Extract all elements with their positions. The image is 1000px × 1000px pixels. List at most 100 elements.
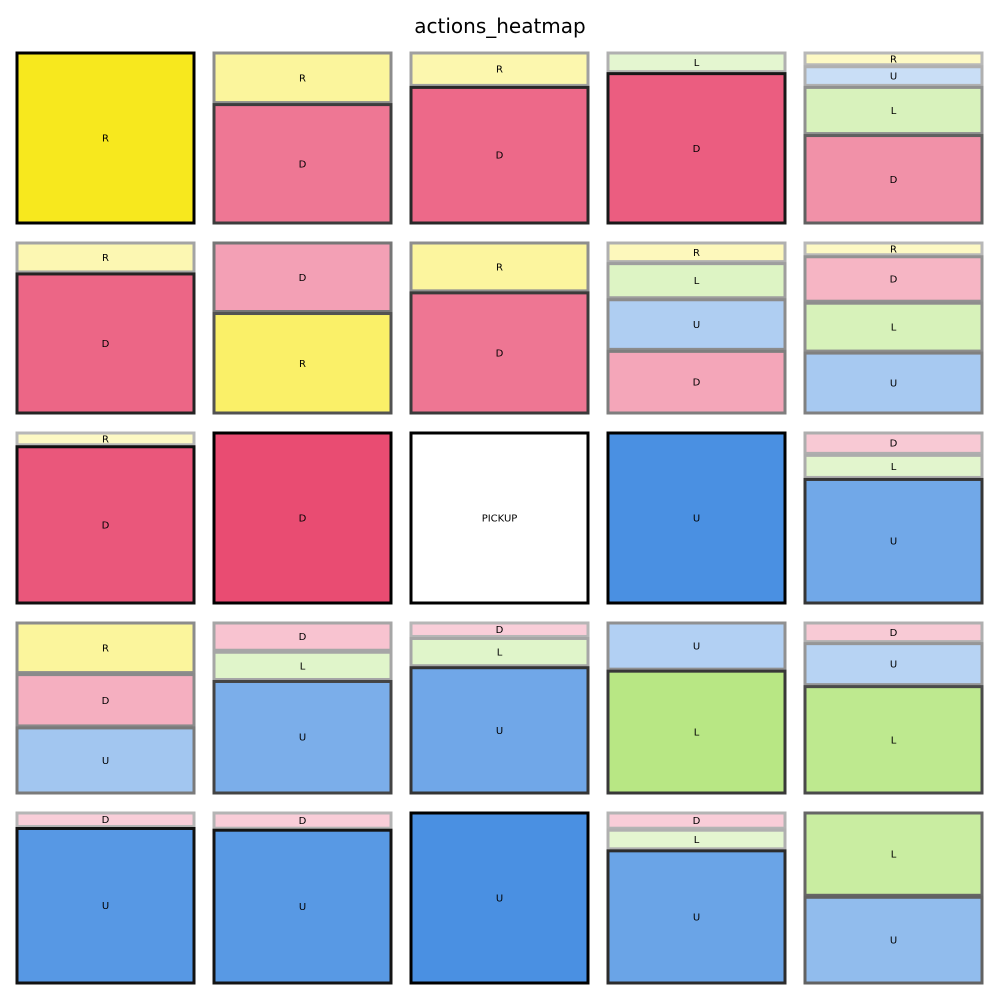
heatmap-segment	[15, 726, 196, 795]
segment-label: L	[891, 106, 897, 117]
heatmap-segment	[803, 453, 984, 479]
segment-label: D	[890, 439, 898, 450]
heatmap-segment	[15, 445, 196, 605]
segment-label: D	[299, 273, 307, 284]
heatmap-segment	[409, 811, 590, 985]
heatmap-segment	[803, 431, 984, 455]
segment-label: U	[299, 733, 306, 744]
segment-label: D	[890, 175, 898, 186]
heatmap-segment	[606, 51, 787, 74]
segment-label: R	[299, 73, 306, 84]
heatmap-segment	[15, 272, 196, 415]
heatmap-segment	[15, 241, 196, 274]
heatmap-segment	[212, 51, 393, 105]
segment-label: U	[299, 902, 306, 913]
segment-label: R	[102, 253, 109, 264]
segment-label: U	[890, 379, 897, 390]
segment-label: R	[890, 244, 897, 255]
heatmap-segment	[212, 679, 393, 795]
segment-label: L	[891, 323, 897, 334]
heatmap-segment	[212, 431, 393, 605]
heatmap-segment	[212, 241, 393, 314]
heatmap-segment	[803, 51, 984, 67]
heatmap-segment	[606, 621, 787, 671]
segment-label: L	[694, 276, 700, 287]
heatmap-segment	[803, 642, 984, 687]
heatmap-segment	[606, 828, 787, 851]
heatmap-segment	[803, 351, 984, 415]
segment-label: U	[693, 642, 700, 653]
segment-label: D	[496, 151, 504, 162]
segment-label: R	[102, 134, 109, 145]
segment-label: PICKUP	[482, 514, 518, 525]
heatmap-segment	[606, 849, 787, 985]
heatmap-segment	[803, 301, 984, 353]
segment-label: R	[102, 434, 109, 445]
segment-label: L	[891, 462, 897, 473]
segment-label: D	[102, 815, 110, 826]
segment-label: D	[299, 816, 307, 827]
heatmap-segment	[15, 621, 196, 675]
segment-label: U	[693, 912, 700, 923]
segment-label: L	[497, 648, 503, 659]
heatmap-segment	[212, 621, 393, 652]
segment-label: D	[299, 159, 307, 170]
heatmap-segment	[803, 255, 984, 303]
segment-label: D	[102, 339, 110, 350]
segment-label: U	[496, 726, 503, 737]
segment-label: D	[496, 348, 504, 359]
heatmap-segment	[409, 291, 590, 415]
heatmap-segment	[15, 811, 196, 828]
segment-label: L	[891, 850, 897, 861]
heatmap-segment	[212, 811, 393, 830]
heatmap-segment	[606, 811, 787, 830]
heatmap-segment	[409, 241, 590, 293]
segment-label: L	[694, 835, 700, 846]
segment-label: L	[694, 58, 700, 69]
segment-label: D	[496, 625, 504, 636]
segment-label: R	[693, 248, 700, 259]
heatmap-segment	[212, 650, 393, 681]
heatmap-segment	[803, 65, 984, 87]
segment-label: L	[694, 728, 700, 739]
heatmap-segment	[212, 828, 393, 985]
heatmap-segment	[606, 262, 787, 300]
segment-label: U	[693, 320, 700, 331]
segment-label: U	[890, 936, 897, 947]
segment-label: U	[496, 894, 503, 905]
segment-label: U	[102, 901, 109, 912]
heatmap-segment	[212, 312, 393, 415]
heatmap-segment	[606, 669, 787, 795]
segment-label: R	[102, 643, 109, 654]
segment-label: D	[890, 628, 898, 639]
segment-label: D	[890, 274, 898, 285]
segment-label: U	[890, 537, 897, 548]
segment-label: R	[496, 262, 503, 273]
heatmap-segment	[803, 241, 984, 257]
segment-label: D	[102, 696, 110, 707]
segment-label: U	[102, 756, 109, 767]
heatmap-segment	[15, 51, 196, 225]
heatmap-segment	[606, 349, 787, 415]
heatmap-segment	[606, 431, 787, 605]
segment-label: D	[693, 378, 701, 389]
heatmap-segment	[409, 621, 590, 638]
heatmap-segment	[803, 134, 984, 225]
heatmap-segment	[606, 298, 787, 351]
heatmap-segment	[803, 477, 984, 605]
heatmap-segment	[409, 666, 590, 795]
segment-label: U	[693, 514, 700, 525]
heatmap-segment	[15, 826, 196, 985]
heatmap-segment	[15, 431, 196, 447]
segment-label: D	[693, 816, 701, 827]
heatmap-segment	[606, 72, 787, 225]
heatmap-segment	[212, 103, 393, 225]
heatmap-segment	[606, 241, 787, 264]
chart-title: actions_heatmap	[414, 14, 586, 38]
heatmap-segment	[803, 895, 984, 985]
segment-label: L	[300, 661, 306, 672]
segment-label: D	[299, 514, 307, 525]
segment-label: L	[891, 735, 897, 746]
segment-label: D	[693, 144, 701, 155]
